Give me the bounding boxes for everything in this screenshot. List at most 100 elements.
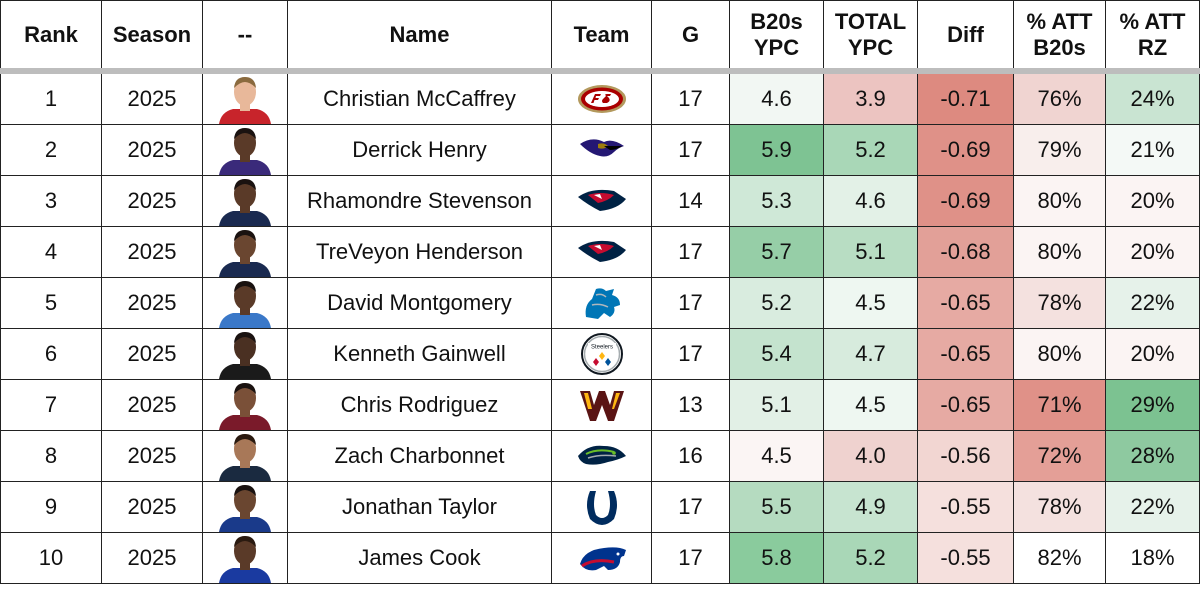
column-header-photo[interactable]: --: [202, 0, 288, 72]
player-photo: [202, 226, 288, 278]
column-header-label: Team: [573, 21, 630, 47]
table-row[interactable]: 9 2025 Jonathan Taylor 17 5.5 4.9 -0.55 78% 22%: [0, 481, 1200, 533]
cell-season: 2025: [101, 379, 203, 431]
table-row[interactable]: 4 2025 TreVeyon Henderson 17 5.7 5.1 -0.68 80% 2…: [0, 226, 1200, 278]
table-row[interactable]: 10 2025 James Cook 17 5.8 5.2 -0.55 82% 18%: [0, 532, 1200, 584]
ravens-logo-icon: [579, 139, 624, 157]
column-header-label: B20s: [750, 8, 803, 34]
table-row[interactable]: 2 2025 Derrick Henry 17 5.9 5.2 -0.69 79% 21%: [0, 124, 1200, 176]
player-headshot-icon: [219, 536, 271, 583]
steelers-logo-icon: Steelers: [580, 333, 623, 375]
cell-b20s-ypc: 5.8: [729, 532, 824, 584]
cell-g: 17: [651, 532, 730, 584]
cell-total-ypc: 5.1: [823, 226, 918, 278]
column-header-label: % ATT: [1119, 8, 1186, 34]
cell-name: TreVeyon Henderson: [287, 226, 552, 278]
cell-pct-att-rz: 18%: [1105, 532, 1200, 584]
cell-pct-att-b20s: 78%: [1013, 481, 1106, 533]
cell-pct-att-b20s: 76%: [1013, 70, 1106, 125]
column-header-label: RZ: [1137, 34, 1168, 60]
cell-pct-att-rz: 29%: [1105, 379, 1200, 431]
cell-rank: 6: [0, 328, 102, 380]
cell-pct-att-b20s: 78%: [1013, 277, 1106, 329]
cell-diff: -0.71: [917, 70, 1014, 125]
column-header-label: TOTAL: [834, 8, 907, 34]
cell-rank: 2: [0, 124, 102, 176]
team-logo-cell: [551, 175, 652, 227]
cell-g: 16: [651, 430, 730, 482]
cell-name: David Montgomery: [287, 277, 552, 329]
cell-diff: -0.69: [917, 124, 1014, 176]
team-logo-cell: [551, 430, 652, 482]
table-row[interactable]: 5 2025 David Montgomery 17 5.2 4.5 -0.65 78% 22%: [0, 277, 1200, 329]
table-row[interactable]: 1 2025 Christian McCaffrey 17 4.6 3.9 -0.71 76%…: [0, 70, 1200, 125]
player-photo: [202, 430, 288, 482]
cell-total-ypc: 5.2: [823, 124, 918, 176]
team-logo-cell: [551, 70, 652, 125]
player-photo: [202, 277, 288, 329]
cell-diff: -0.65: [917, 277, 1014, 329]
cell-total-ypc: 4.7: [823, 328, 918, 380]
column-header-b20s-ypc[interactable]: B20s YPC: [729, 0, 824, 72]
team-logo-cell: [551, 226, 652, 278]
cell-rank: 3: [0, 175, 102, 227]
cell-diff: -0.56: [917, 430, 1014, 482]
team-logo-cell: [551, 481, 652, 533]
column-header-label: G: [681, 21, 700, 47]
column-header-rank[interactable]: Rank: [0, 0, 102, 72]
column-header-name[interactable]: Name: [287, 0, 552, 72]
player-photo: [202, 481, 288, 533]
column-header-team[interactable]: Team: [551, 0, 652, 72]
player-headshot-icon: [219, 128, 271, 175]
cell-b20s-ypc: 5.1: [729, 379, 824, 431]
column-header-pct-att-b20s[interactable]: % ATT B20s: [1013, 0, 1106, 72]
cell-season: 2025: [101, 175, 203, 227]
column-header-g[interactable]: G: [651, 0, 730, 72]
cell-season: 2025: [101, 430, 203, 482]
cell-name: Rhamondre Stevenson: [287, 175, 552, 227]
cell-name: Chris Rodriguez: [287, 379, 552, 431]
cell-season: 2025: [101, 532, 203, 584]
player-headshot-icon: [219, 179, 271, 226]
cell-g: 17: [651, 226, 730, 278]
cell-rank: 8: [0, 430, 102, 482]
team-logo-cell: [551, 379, 652, 431]
column-header-pct-att-rz[interactable]: % ATT RZ: [1105, 0, 1200, 72]
column-header-diff[interactable]: Diff: [917, 0, 1014, 72]
cell-pct-att-b20s: 71%: [1013, 379, 1106, 431]
player-photo: [202, 379, 288, 431]
table-row[interactable]: 3 2025 Rhamondre Stevenson 14 5.3 4.6 -0.69 80%…: [0, 175, 1200, 227]
team-logo-cell: [551, 277, 652, 329]
column-header-season[interactable]: Season: [101, 0, 203, 72]
table-row[interactable]: 6 2025 Kenneth Gainwell Steelers 17 5.4 4.7 -0.…: [0, 328, 1200, 380]
team-logo-cell: [551, 124, 652, 176]
cell-season: 2025: [101, 277, 203, 329]
table-row[interactable]: 8 2025 Zach Charbonnet 16 4.5 4.0 -0.56 72% 28%: [0, 430, 1200, 482]
cell-b20s-ypc: 5.2: [729, 277, 824, 329]
cell-total-ypc: 4.6: [823, 175, 918, 227]
cell-rank: 5: [0, 277, 102, 329]
cell-rank: 4: [0, 226, 102, 278]
cell-b20s-ypc: 5.5: [729, 481, 824, 533]
player-headshot-icon: [219, 230, 271, 277]
colts-logo-icon: [586, 491, 617, 525]
player-photo: [202, 124, 288, 176]
player-headshot-icon: [219, 434, 271, 481]
cell-b20s-ypc: 5.4: [729, 328, 824, 380]
table-row[interactable]: 7 2025 Chris Rodriguez 13 5.1 4.5 -0.65 71% 29%: [0, 379, 1200, 431]
cell-diff: -0.65: [917, 379, 1014, 431]
cell-diff: -0.69: [917, 175, 1014, 227]
cell-rank: 9: [0, 481, 102, 533]
player-headshot-icon: [219, 77, 271, 124]
player-photo: [202, 175, 288, 227]
seahawks-logo-icon: [577, 445, 626, 465]
column-header-total-ypc[interactable]: TOTAL YPC: [823, 0, 918, 72]
cell-pct-att-b20s: 72%: [1013, 430, 1106, 482]
patriots-logo-icon: [577, 189, 626, 211]
cell-pct-att-b20s: 80%: [1013, 328, 1106, 380]
cell-g: 17: [651, 481, 730, 533]
column-header-label: Rank: [24, 21, 78, 47]
cell-name: Christian McCaffrey: [287, 70, 552, 125]
player-headshot-icon: [219, 485, 271, 532]
cell-pct-att-rz: 20%: [1105, 175, 1200, 227]
